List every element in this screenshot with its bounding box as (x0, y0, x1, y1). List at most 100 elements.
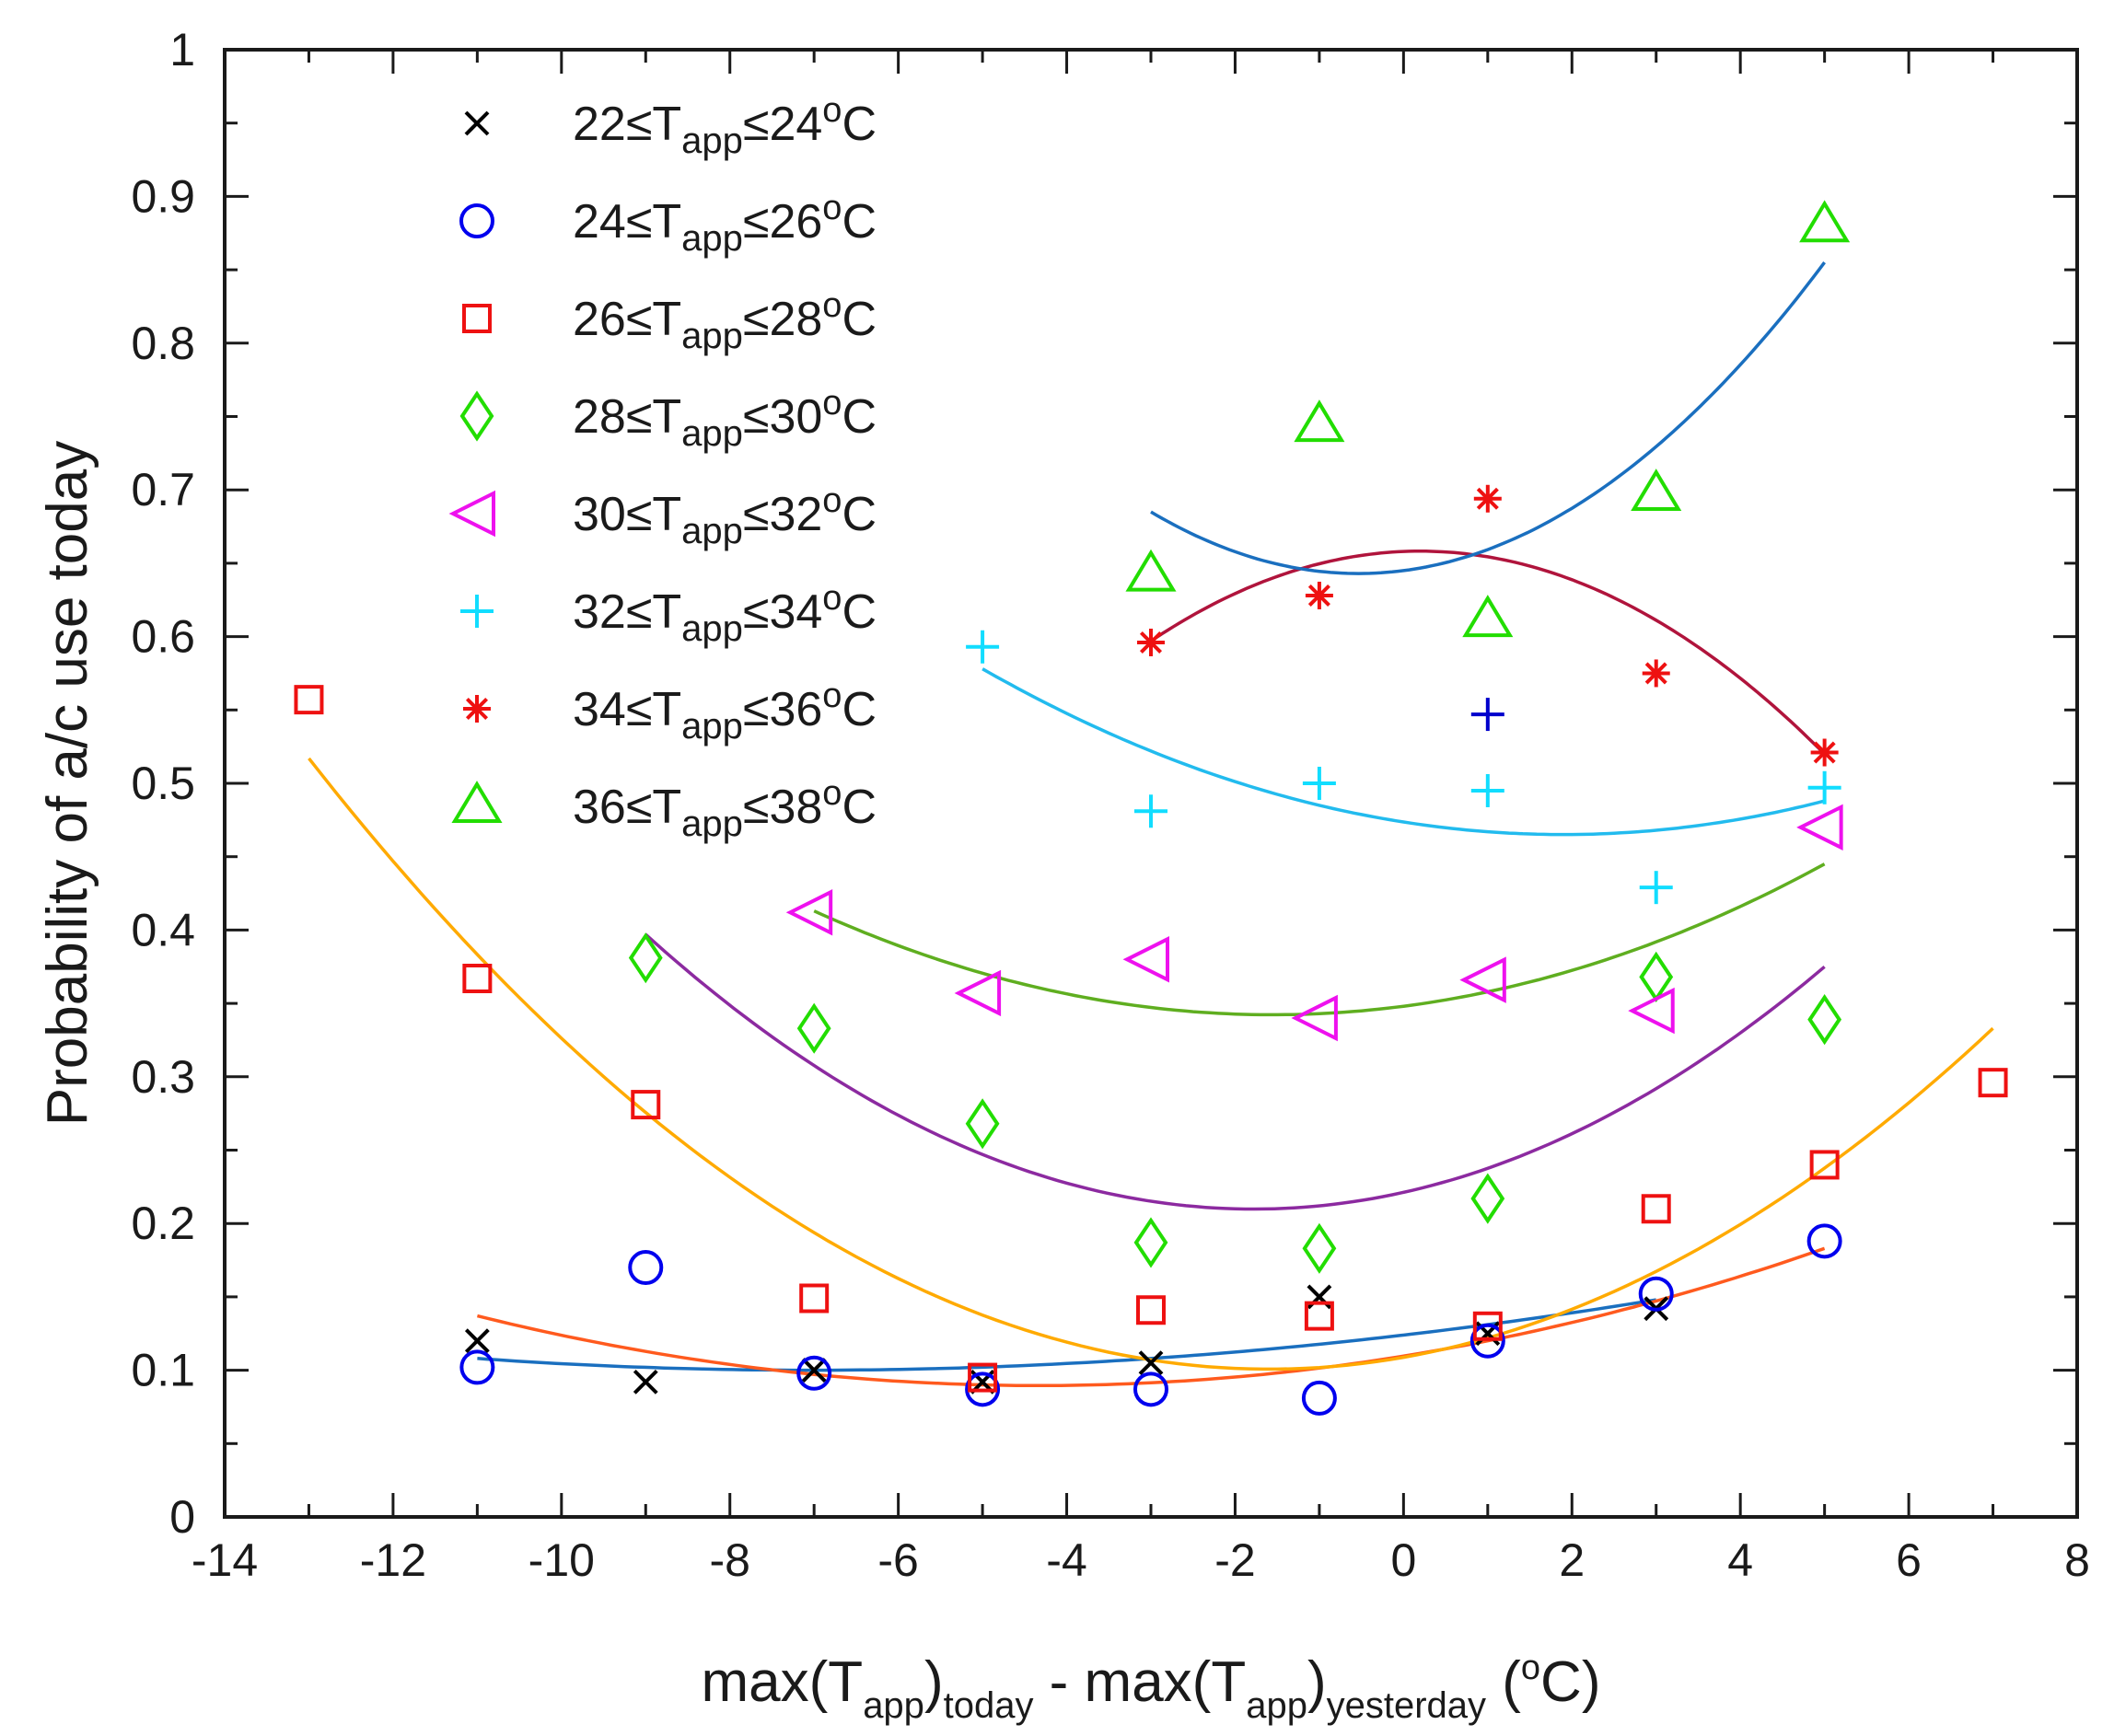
marker-28-30-7 (1807, 994, 1842, 1046)
marker-28-30-5 (1470, 1173, 1505, 1224)
x-tick-label: -14 (192, 1534, 258, 1586)
legend-marker-34-36 (463, 695, 491, 723)
marker-34-36-4 (1810, 738, 1839, 767)
marker-30-32-1 (954, 969, 1002, 1017)
marker-30-32-4 (1459, 956, 1506, 1003)
marker-36-38-2 (1462, 595, 1514, 638)
marker-24-26-0 (459, 1349, 495, 1385)
fit-curve-5 (982, 667, 1826, 837)
legend-marker-28-30 (459, 390, 494, 442)
marker-32-34-2 (1302, 767, 1336, 800)
x-axis-title: max(Tapp)today - max(Tapp)yesterday (oC) (702, 1649, 1601, 1726)
y-tick-label: 0 (169, 1491, 195, 1543)
legend: 22≤Tapp≤24oC 24≤Tapp≤26oC 26≤Tapp≤28oC 28≤T… (448, 91, 877, 844)
fit-curve-7 (1150, 261, 1826, 575)
marker-32-34-0 (966, 630, 1000, 664)
legend-label-26-28: 26≤Tapp≤28oC (573, 286, 877, 356)
legend-label-24-26: 24≤Tapp≤26oC (573, 189, 877, 259)
marker-26-28-3 (799, 1283, 830, 1314)
marker-28-30-1 (796, 1002, 831, 1054)
legend-marker-32-34 (460, 595, 494, 628)
x-tick-label: 6 (1896, 1534, 1922, 1586)
marker-28-30-2 (965, 1098, 1000, 1150)
marker-30-32-2 (1122, 936, 1169, 983)
x-tick-label: 8 (2064, 1534, 2090, 1586)
marker-26-28-4 (968, 1362, 998, 1393)
marker-28-30-0 (628, 932, 663, 984)
x-tick-label: -10 (528, 1534, 595, 1586)
marker-32-34-1 (1134, 794, 1167, 828)
fit-curve-3 (645, 932, 1826, 1211)
legend-marker-24-26 (459, 203, 494, 238)
marker-30-32-5 (1628, 987, 1675, 1035)
marker-34-36-3 (1642, 659, 1670, 688)
marker-34-36-0 (1137, 628, 1165, 656)
marker-34-36-1 (1305, 581, 1333, 609)
y-tick-label: 0.1 (131, 1345, 195, 1396)
marker-26-28-5 (1136, 1295, 1166, 1325)
x-tick-label: 0 (1390, 1534, 1416, 1586)
fit-curve-6 (1150, 550, 1826, 756)
legend-marker-26-28 (462, 304, 492, 333)
marker-24-26-8 (1806, 1223, 1842, 1259)
fit-curves (308, 261, 1994, 1388)
marker-36-38-1 (1294, 399, 1345, 443)
fit-curve-4 (813, 862, 1826, 1017)
legend-marker-36-38 (451, 781, 503, 823)
x-tick-label: -8 (709, 1534, 749, 1586)
marker-24-26-5 (1301, 1380, 1337, 1416)
y-tick-label: 1 (169, 24, 195, 75)
marker-24-26-2 (796, 1355, 832, 1391)
legend-label-28-30: 28≤Tapp≤30oC (573, 384, 877, 454)
y-tick-label: 0.3 (131, 1051, 195, 1103)
plot-frame (223, 48, 2079, 1519)
marker-26-28-8 (1641, 1194, 1671, 1224)
y-tick-label: 0.4 (131, 904, 195, 955)
marker-24-26-1 (628, 1250, 664, 1286)
legend-label-30-32: 30≤Tapp≤32oC (573, 481, 877, 551)
marker-32-34-4 (1639, 871, 1673, 905)
x-tick-label: -12 (360, 1534, 426, 1586)
legend-marker-30-32 (448, 490, 495, 538)
marker-32-34-5 (1807, 770, 1841, 804)
data-markers (294, 200, 2008, 1416)
marker-36-38-3 (1631, 469, 1682, 511)
marker-34-36-2 (1473, 484, 1502, 513)
marker-26-28-7 (1472, 1311, 1503, 1341)
marker-22-24-1 (633, 1369, 658, 1395)
y-tick-label: 0.8 (131, 318, 195, 369)
fit-curve-1 (476, 1246, 1826, 1388)
x-tick-label: -2 (1214, 1534, 1255, 1586)
marker-24-26-4 (1133, 1371, 1168, 1407)
y-tick-label: 0.5 (131, 758, 195, 809)
y-tick-label: 0.2 (131, 1198, 195, 1249)
marker-30-32-0 (785, 889, 833, 936)
marker-36-38-0 (1125, 549, 1177, 592)
marker-extra-0 (1470, 698, 1504, 732)
x-tick-label: -4 (1046, 1534, 1086, 1586)
marker-24-26-3 (965, 1371, 1001, 1407)
marker-22-24-4 (1138, 1350, 1164, 1376)
marker-26-28-0 (294, 685, 324, 715)
marker-30-32-6 (1796, 804, 1843, 851)
x-tick-label: 4 (1727, 1534, 1753, 1586)
marker-26-28-9 (1809, 1150, 1840, 1180)
legend-marker-22-24 (464, 110, 490, 136)
marker-28-30-3 (1133, 1217, 1168, 1268)
marker-30-32-3 (1291, 994, 1338, 1042)
y-axis-title: Probability of a/c use today (36, 441, 99, 1126)
marker-36-38-4 (1799, 200, 1851, 243)
marker-32-34-3 (1470, 773, 1504, 807)
marker-26-28-2 (631, 1090, 661, 1120)
x-tick-label: 2 (1559, 1534, 1585, 1586)
x-tick-label: -6 (877, 1534, 918, 1586)
legend-label-34-36: 34≤Tapp≤36oC (573, 677, 877, 746)
marker-26-28-1 (462, 964, 493, 994)
marker-26-28-10 (1978, 1068, 2008, 1098)
y-tick-label: 0.9 (131, 170, 195, 222)
axis-ticks (223, 48, 2079, 1519)
marker-22-24-2 (801, 1358, 827, 1383)
marker-24-26-6 (1469, 1323, 1505, 1359)
